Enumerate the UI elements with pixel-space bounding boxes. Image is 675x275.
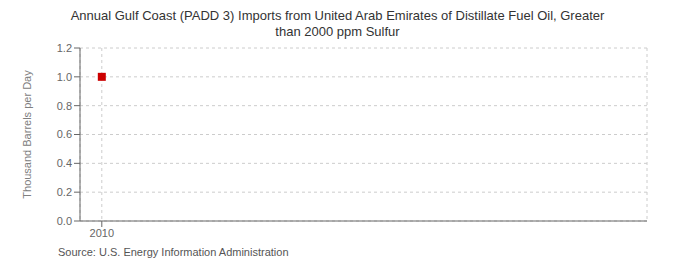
svg-text:0.0: 0.0 [57,215,72,227]
svg-text:0.4: 0.4 [57,157,72,169]
svg-text:0.8: 0.8 [57,100,72,112]
svg-text:0.6: 0.6 [57,128,72,140]
svg-text:Thousand Barrels per Day: Thousand Barrels per Day [21,70,33,199]
svg-text:2010: 2010 [90,227,114,239]
svg-text:0.2: 0.2 [57,186,72,198]
html-text:Source: U.S. Energy Informatio: Source: U.S. Energy Information Administ… [58,246,289,258]
html-text:than 2000 ppm Sulfur: than 2000 ppm Sulfur [275,24,400,39]
svg-text:1.2: 1.2 [57,42,72,54]
html-text:Annual Gulf Coast (PADD 3) Imp: Annual Gulf Coast (PADD 3) Imports from … [70,8,605,23]
svg-text:1.0: 1.0 [57,71,72,83]
